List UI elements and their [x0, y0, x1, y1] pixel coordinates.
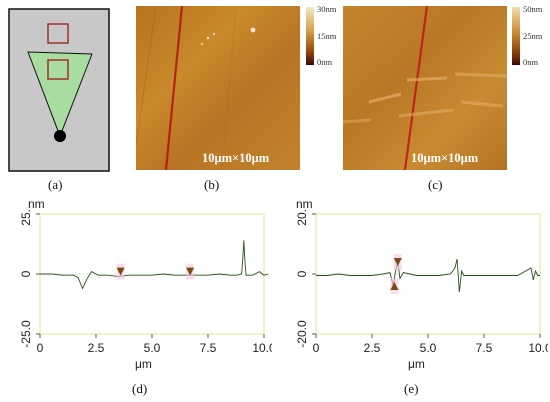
y-tick-label: 0: [295, 270, 309, 277]
x-tick-label: 7.5: [476, 341, 493, 355]
colorbar-c-tick-min: 0nm: [523, 57, 539, 67]
colorbar-b: [306, 7, 314, 65]
colorbar-b-tick-min: 0nm: [317, 57, 333, 67]
profile-trace: [40, 240, 269, 290]
panel-label-d: (d): [132, 381, 148, 396]
scale-text-b: 10μm×10μm: [202, 151, 270, 165]
profile-chart-d: 25.0 0 -25.0 0 2.5 5.0 7.5 10.0: [19, 210, 272, 355]
y-tick-label: -20.0: [295, 320, 309, 348]
x-tick-label: 5.0: [420, 341, 437, 355]
x-tick-label: 0: [313, 341, 320, 355]
y-tick-label: 25.0: [19, 210, 33, 226]
x-unit-e: μm: [408, 357, 425, 371]
tip-dot: [54, 130, 66, 142]
x-tick-label: 10.0: [528, 341, 548, 355]
cursor-marker: [186, 267, 195, 276]
colorbar-b-tick-max: 30nm: [317, 4, 337, 14]
schematic-panel-a: [8, 8, 110, 172]
x-tick-label: 2.5: [364, 341, 381, 355]
x-tick-label: 0: [37, 341, 44, 355]
x-tick-label: 7.5: [200, 341, 217, 355]
cursor-marker: [116, 267, 125, 276]
colorbar-c-tick-mid: 25nm: [523, 31, 543, 41]
profile-trace: [316, 258, 540, 293]
panel-label-e: (e): [404, 381, 419, 396]
y-tick-label: -25.0: [19, 320, 33, 348]
scale-text-c: 10μm×10μm: [411, 151, 479, 165]
scan-region-top: [47, 23, 69, 44]
afm-image-c: 10μm×10μm: [343, 6, 507, 170]
x-tick-label: 10.0: [252, 341, 272, 355]
cone-front: [27, 51, 93, 138]
cursor-marker: [390, 282, 399, 290]
y-unit-d: nm: [28, 197, 45, 211]
y-unit-e: nm: [296, 197, 313, 211]
y-tick-label: 0: [19, 270, 33, 277]
cursor-marker: [393, 258, 402, 266]
colorbar-b-tick-mid: 15nm: [317, 31, 337, 41]
panel-label-a: (a): [48, 177, 63, 192]
x-tick-label: 5.0: [144, 341, 161, 355]
panel-label-c: (c): [428, 177, 443, 192]
x-unit-d: μm: [135, 357, 152, 371]
y-tick-label: 20.0: [295, 210, 309, 226]
afm-image-b: 10μm×10μm: [136, 6, 300, 170]
colorbar-c-tick-max: 50nm: [523, 4, 543, 14]
scan-region-bottom: [47, 59, 69, 80]
x-tick-label: 2.5: [88, 341, 105, 355]
colorbar-c: [512, 7, 520, 65]
profile-chart-e: 20.0 0 -20.0 0 2.5 5.0 7.5 10.0: [295, 210, 548, 355]
panel-label-b: (b): [204, 177, 220, 192]
